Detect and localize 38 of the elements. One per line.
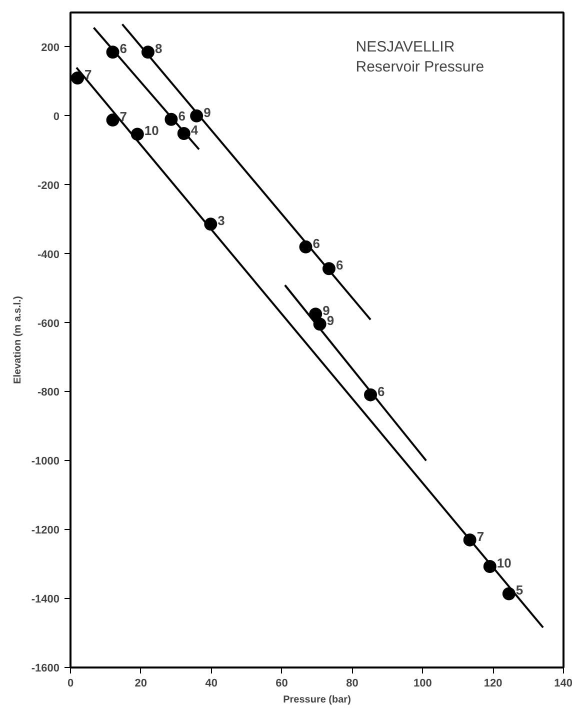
point xyxy=(106,114,120,127)
y-tick-label: -1200 xyxy=(31,524,60,537)
annotation: 5 xyxy=(516,582,524,598)
annotation: 6 xyxy=(336,258,344,273)
annotation: 10 xyxy=(144,123,159,138)
y-tick-label: -200 xyxy=(37,180,60,192)
annotation: 7 xyxy=(84,67,92,82)
y-tick-label: -800 xyxy=(37,386,60,399)
x-tick-label: 60 xyxy=(276,678,288,690)
annotation: 9 xyxy=(204,104,211,120)
y-tick-label: -600 xyxy=(37,318,60,330)
annotation: 8 xyxy=(154,41,162,56)
annotation: 6 xyxy=(312,236,320,251)
annotation: 10 xyxy=(496,555,512,570)
annotation: 3 xyxy=(218,213,225,228)
x-axis-title: Pressure (bar) xyxy=(283,694,351,706)
text: NESJAVELLIR Reservoir Pressure xyxy=(356,38,484,76)
point xyxy=(71,72,84,84)
annotation: 7 xyxy=(120,109,127,124)
y-tick-label: -1600 xyxy=(31,662,60,674)
x-tick-label: 0 xyxy=(67,678,74,690)
x-tick-label: 120 xyxy=(484,678,502,690)
x-tick-label: 20 xyxy=(134,678,148,690)
y-tick-label: -1000 xyxy=(31,456,60,468)
y-tick-label: 0 xyxy=(53,110,60,123)
y-tick-label: 200 xyxy=(41,42,60,54)
x-tick-label: 80 xyxy=(346,678,358,690)
x-tick-label: 140 xyxy=(554,678,572,690)
x-tick-label: 40 xyxy=(205,678,218,690)
y-tick-label: -1400 xyxy=(31,594,60,606)
annotation: 7 xyxy=(476,528,484,544)
annotation: 6 xyxy=(378,384,385,399)
annotation: 6 xyxy=(178,108,186,124)
annotation: 6 xyxy=(120,41,127,56)
annotation: 4 xyxy=(190,122,199,138)
y-axis-title: Elevation (m a.s.l.) xyxy=(12,296,24,384)
y-tick-label: -400 xyxy=(37,248,60,261)
x-tick-label: 100 xyxy=(413,678,432,690)
